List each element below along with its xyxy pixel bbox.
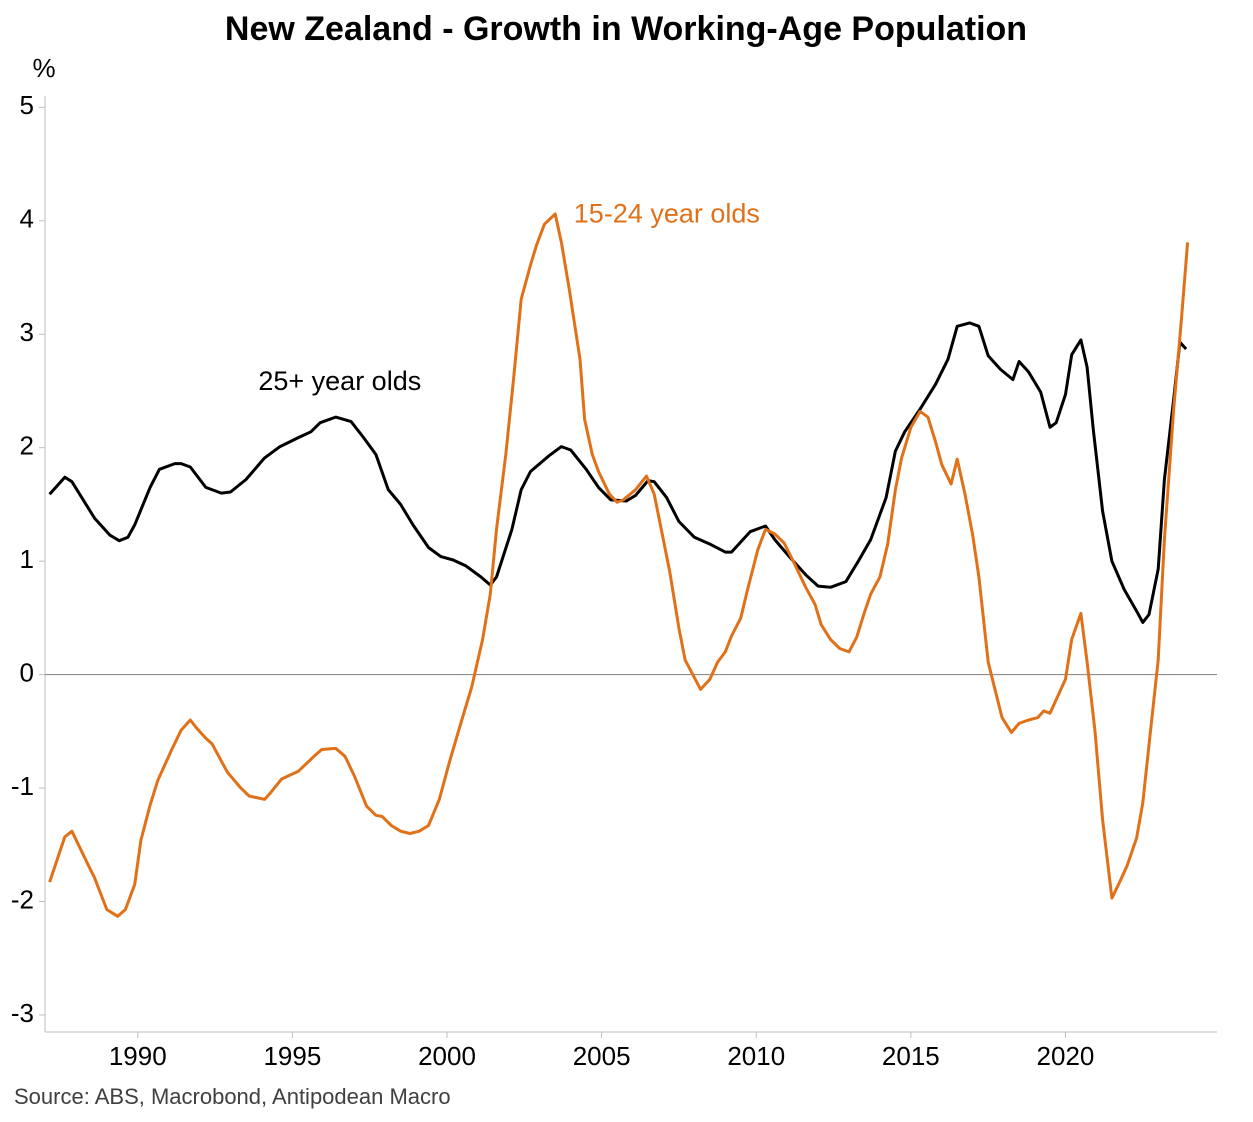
y-tick-label: -1 — [11, 771, 34, 801]
y-tick-label: 1 — [20, 544, 34, 574]
x-tick-label: 2005 — [573, 1041, 631, 1071]
x-tick-label: 1990 — [109, 1041, 167, 1071]
y-tick-label: 2 — [20, 431, 34, 461]
x-tick-label: 2020 — [1037, 1041, 1095, 1071]
y-tick-label: -3 — [11, 998, 34, 1028]
chart-title: New Zealand - Growth in Working-Age Popu… — [225, 10, 1027, 48]
series-line — [48, 212, 1190, 918]
y-tick-label: 5 — [20, 90, 34, 120]
source-note: Source: ABS, Macrobond, Antipodean Macro — [14, 1084, 451, 1109]
x-tick-label: 2010 — [727, 1041, 785, 1071]
x-tick-label: 2000 — [418, 1041, 476, 1071]
y-tick-label: -2 — [11, 884, 34, 914]
series-label: 15-24 year olds — [574, 198, 760, 228]
series-label: 25+ year olds — [258, 366, 421, 396]
x-tick-label: 2015 — [882, 1041, 940, 1071]
x-tick-label: 1995 — [263, 1041, 321, 1071]
y-axis-unit: % — [32, 53, 55, 83]
series-line — [48, 321, 1188, 624]
y-tick-label: 3 — [20, 317, 34, 347]
y-tick-label: 0 — [20, 657, 34, 687]
y-tick-label: 4 — [20, 204, 34, 234]
